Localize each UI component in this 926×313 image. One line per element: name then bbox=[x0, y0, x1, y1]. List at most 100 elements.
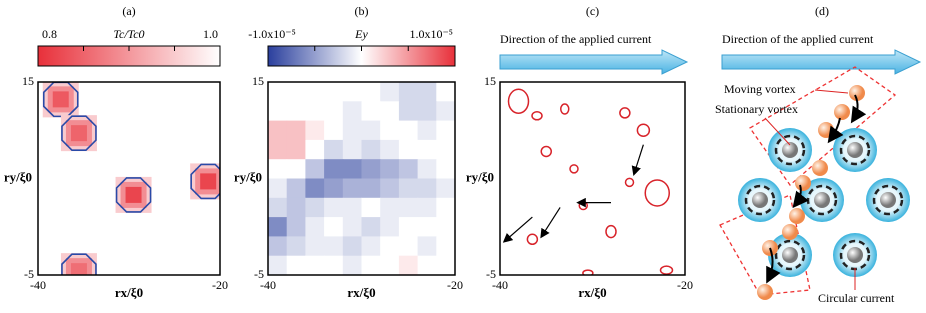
plot: -40 -20 -5 15 rx/ξ0 ry/ξ0 bbox=[466, 74, 693, 300]
heat-cell bbox=[324, 101, 344, 122]
x-tick-label: -20 bbox=[447, 278, 463, 292]
heat-cell bbox=[417, 236, 437, 257]
heat-cell bbox=[342, 139, 362, 160]
x-tick-label: -40 bbox=[260, 278, 276, 292]
heat-cell bbox=[286, 159, 306, 179]
vortex-contour bbox=[526, 233, 539, 246]
spot-outline bbox=[190, 163, 220, 200]
colorbar-tick-label: 1.0 bbox=[203, 27, 218, 41]
motion-arrow bbox=[766, 247, 781, 284]
heat-cell bbox=[324, 255, 344, 275]
heat-cell bbox=[361, 255, 381, 275]
heat-cell bbox=[286, 197, 306, 218]
heat-cell bbox=[361, 178, 381, 199]
heat-cell bbox=[342, 217, 362, 237]
heat-cell bbox=[324, 197, 344, 218]
heat-cell bbox=[436, 82, 455, 102]
plot-area bbox=[268, 82, 455, 275]
heat-cell bbox=[398, 197, 419, 218]
moving-vortex bbox=[757, 284, 773, 300]
vortex-contour bbox=[605, 224, 617, 239]
heat-cell bbox=[342, 82, 362, 102]
annotation: Stationary vortex bbox=[715, 102, 798, 116]
leader bbox=[764, 117, 791, 146]
vortex-contour bbox=[569, 164, 579, 174]
heat-cell bbox=[361, 101, 381, 122]
heat-cell bbox=[342, 101, 362, 122]
vortex-core bbox=[847, 142, 863, 158]
panel-label: (a) bbox=[122, 4, 135, 18]
heat-cell bbox=[268, 217, 288, 237]
heat-cell bbox=[380, 101, 400, 122]
heat-cell bbox=[324, 217, 344, 237]
vortex-arrow bbox=[502, 216, 533, 243]
current-loop bbox=[774, 239, 806, 271]
heat-cell bbox=[324, 159, 344, 179]
heat-cell bbox=[286, 139, 306, 160]
y-axis-label: ry/ξ0 bbox=[4, 169, 32, 184]
motion-arrow bbox=[850, 94, 867, 124]
spot-outline bbox=[61, 253, 97, 275]
heat-cell bbox=[417, 120, 437, 141]
heat-cell bbox=[380, 120, 400, 141]
heat-cell bbox=[436, 139, 455, 160]
heat-cell bbox=[305, 139, 325, 160]
heat-cell bbox=[398, 101, 419, 122]
motion-arrow bbox=[827, 117, 844, 144]
heat-cell bbox=[305, 178, 325, 199]
spot-core bbox=[71, 126, 86, 141]
heat-cell bbox=[361, 120, 381, 141]
y-tick-label: -5 bbox=[24, 267, 34, 281]
heat-cell bbox=[286, 236, 306, 257]
heat-cell bbox=[380, 178, 400, 199]
vortex-arrow bbox=[631, 144, 644, 176]
heat-cell bbox=[398, 82, 419, 102]
plot-area bbox=[42, 82, 220, 275]
heat-cell bbox=[436, 178, 455, 199]
vortex-contour bbox=[531, 111, 543, 121]
spot-core bbox=[71, 264, 86, 275]
x-tick-label: -40 bbox=[492, 278, 508, 292]
x-tick-label: -20 bbox=[677, 278, 693, 292]
heat-cell bbox=[398, 159, 419, 179]
x-axis-label: rx/ξ0 bbox=[578, 285, 606, 300]
x-axis-label: rx/ξ0 bbox=[347, 285, 375, 300]
heat-cell bbox=[380, 197, 400, 218]
colorbar-tick-label: 1.0x10⁻⁵ bbox=[409, 27, 453, 41]
heat-cell bbox=[436, 101, 455, 122]
heat-cell bbox=[342, 197, 362, 218]
plot: -40 -20 -5 15 rx/ξ0 ry/ξ0 bbox=[234, 74, 463, 300]
heat-cell bbox=[324, 178, 344, 199]
y-tick-label: -5 bbox=[486, 267, 496, 281]
heat-cell bbox=[398, 139, 419, 160]
heat-cell bbox=[268, 255, 288, 275]
y-tick-label: 15 bbox=[22, 74, 34, 88]
current-loop bbox=[774, 134, 806, 166]
vortex-contour bbox=[644, 179, 670, 207]
x-tick-label: -20 bbox=[212, 278, 228, 292]
vortex-arrow bbox=[540, 207, 561, 239]
heat-cell bbox=[286, 101, 306, 122]
y-tick-label: 15 bbox=[484, 74, 496, 88]
vortex-contour bbox=[624, 177, 635, 188]
vortex-contour bbox=[560, 103, 570, 115]
plot-frame bbox=[37, 81, 221, 276]
heat-cell bbox=[417, 255, 437, 275]
current-loop bbox=[839, 134, 871, 166]
annotation: Moving vortex bbox=[724, 82, 796, 96]
panel-label: (c) bbox=[586, 4, 599, 18]
heat-cell bbox=[268, 120, 288, 141]
spot-outline bbox=[61, 115, 97, 151]
vortex-core bbox=[782, 247, 798, 263]
heat-cell bbox=[398, 236, 419, 257]
colorbar-title: Ey bbox=[354, 27, 368, 41]
heat-cell bbox=[436, 197, 455, 218]
heat-cell bbox=[268, 159, 288, 179]
x-axis-label: rx/ξ0 bbox=[115, 285, 143, 300]
heat-cell bbox=[305, 217, 325, 237]
heat-cell bbox=[342, 255, 362, 275]
heat-cell bbox=[398, 255, 419, 275]
vortex-core bbox=[752, 192, 768, 208]
vortex-core bbox=[880, 192, 896, 208]
panel-label: (b) bbox=[355, 4, 369, 18]
